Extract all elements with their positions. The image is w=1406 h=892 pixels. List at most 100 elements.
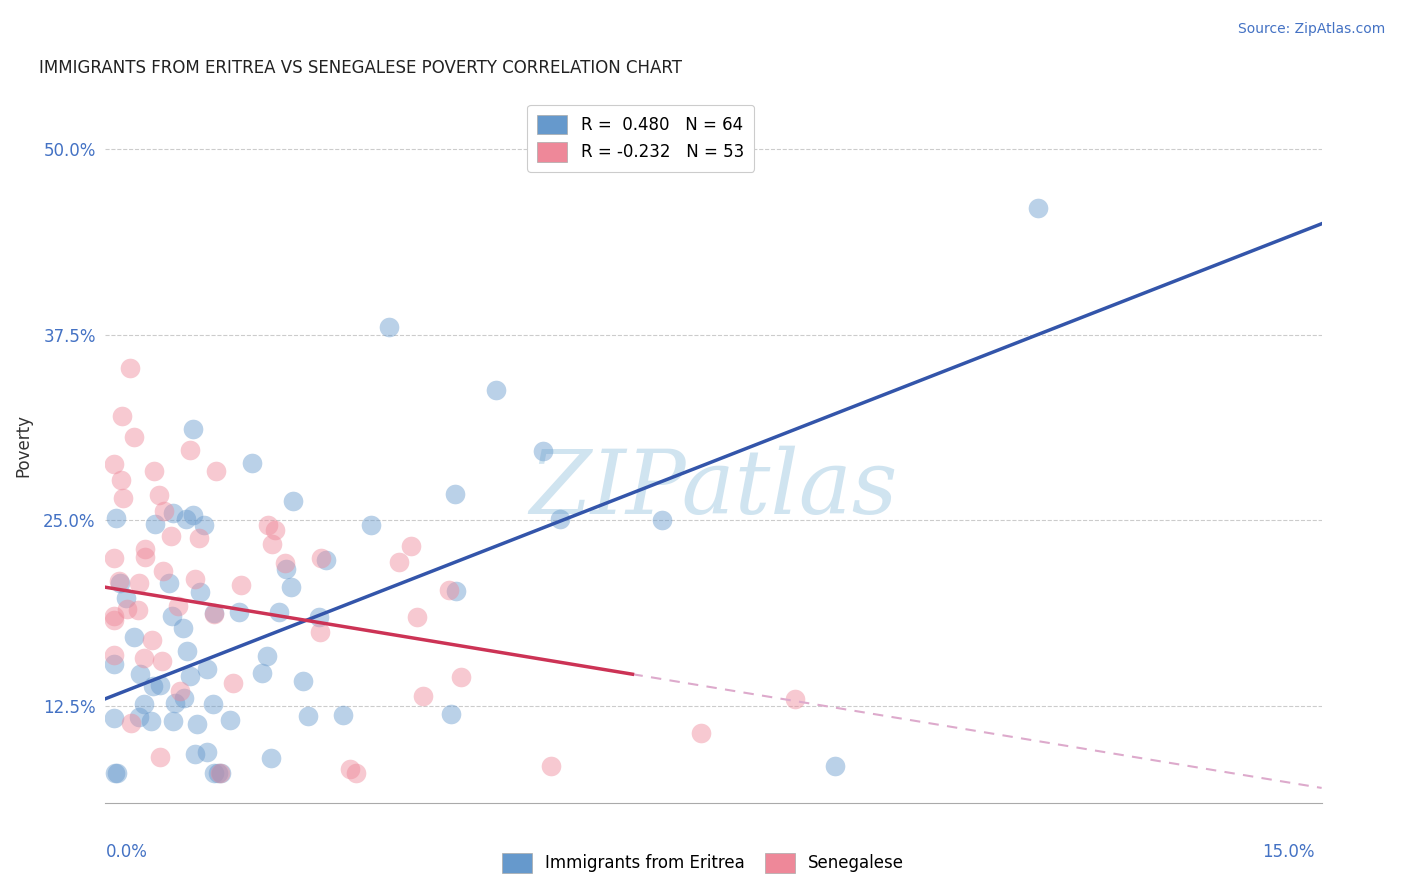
Point — [405, 610, 427, 624]
Point — [240, 456, 263, 470]
Point — [162, 714, 184, 729]
Point — [188, 585, 211, 599]
Point — [257, 517, 280, 532]
Point — [179, 669, 201, 683]
Point — [222, 675, 245, 690]
Point — [1026, 201, 1049, 215]
Point — [256, 649, 278, 664]
Point — [103, 711, 125, 725]
Point — [122, 430, 145, 444]
Point — [169, 684, 191, 698]
Point — [128, 710, 150, 724]
Text: 15.0%: 15.0% — [1263, 843, 1315, 861]
Legend: R =  0.480   N = 64, R = -0.232   N = 53: R = 0.480 N = 64, R = -0.232 N = 53 — [527, 104, 754, 171]
Text: Source: ZipAtlas.com: Source: ZipAtlas.com — [1237, 22, 1385, 37]
Point — [103, 657, 125, 672]
Point — [150, 654, 173, 668]
Point — [103, 551, 125, 566]
Point — [108, 574, 131, 589]
Point — [184, 572, 207, 586]
Point — [651, 513, 673, 527]
Point — [153, 504, 176, 518]
Point — [103, 608, 125, 623]
Point — [162, 506, 184, 520]
Point — [143, 464, 166, 478]
Point — [264, 523, 287, 537]
Point — [204, 464, 226, 478]
Point — [202, 607, 225, 621]
Point — [139, 714, 162, 728]
Legend: Immigrants from Eritrea, Senegalese: Immigrants from Eritrea, Senegalese — [495, 847, 911, 880]
Point — [129, 666, 152, 681]
Point — [187, 531, 209, 545]
Point — [202, 607, 225, 621]
Point — [280, 580, 302, 594]
Point — [115, 591, 138, 605]
Point — [124, 630, 146, 644]
Point — [211, 766, 233, 780]
Point — [783, 691, 806, 706]
Point — [172, 621, 194, 635]
Point — [824, 758, 846, 772]
Point — [167, 599, 190, 613]
Point — [103, 457, 125, 471]
Point — [202, 697, 225, 711]
Point — [143, 516, 166, 531]
Point — [128, 576, 150, 591]
Point — [548, 512, 571, 526]
Point — [208, 766, 231, 780]
Point — [308, 625, 330, 640]
Point — [176, 644, 198, 658]
Point — [690, 726, 713, 740]
Point — [388, 555, 411, 569]
Point — [105, 766, 128, 780]
Point — [315, 553, 337, 567]
Point — [485, 383, 508, 397]
Point — [127, 602, 149, 616]
Point — [281, 494, 304, 508]
Point — [181, 508, 204, 522]
Point — [311, 550, 333, 565]
Point — [152, 564, 174, 578]
Point — [179, 442, 201, 457]
Point — [297, 708, 319, 723]
Point — [104, 766, 127, 780]
Point — [344, 766, 367, 780]
Point — [186, 717, 208, 731]
Point — [193, 518, 215, 533]
Point — [274, 557, 297, 571]
Point — [160, 608, 183, 623]
Point — [103, 648, 125, 662]
Point — [142, 679, 165, 693]
Point — [148, 488, 170, 502]
Point — [360, 517, 382, 532]
Point — [149, 750, 172, 764]
Point — [195, 745, 218, 759]
Point — [260, 751, 283, 765]
Point — [108, 576, 131, 591]
Text: IMMIGRANTS FROM ERITREA VS SENEGALESE POVERTY CORRELATION CHART: IMMIGRANTS FROM ERITREA VS SENEGALESE PO… — [38, 59, 682, 77]
Point — [195, 663, 218, 677]
Point — [103, 613, 125, 627]
Point — [440, 706, 463, 721]
Point — [184, 747, 207, 761]
Point — [274, 562, 297, 576]
Point — [132, 651, 155, 665]
Point — [291, 673, 314, 688]
Y-axis label: Poverty: Poverty — [14, 415, 32, 477]
Point — [174, 512, 197, 526]
Point — [202, 766, 225, 780]
Point — [111, 409, 134, 424]
Point — [134, 549, 156, 564]
Point — [260, 537, 283, 551]
Point — [141, 633, 163, 648]
Point — [149, 678, 172, 692]
Point — [412, 689, 434, 703]
Text: 0.0%: 0.0% — [105, 843, 148, 861]
Point — [132, 697, 155, 711]
Point — [105, 510, 128, 524]
Point — [378, 320, 401, 334]
Point — [450, 670, 472, 684]
Point — [160, 529, 183, 543]
Point — [444, 584, 467, 599]
